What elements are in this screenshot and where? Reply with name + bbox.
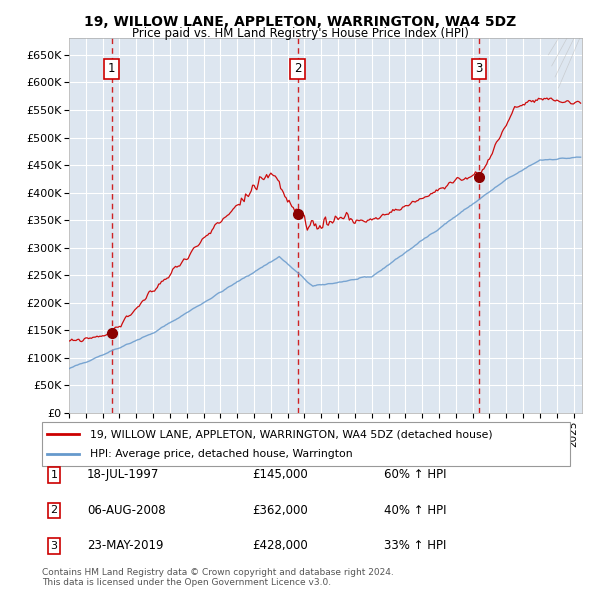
Text: 19, WILLOW LANE, APPLETON, WARRINGTON, WA4 5DZ (detached house): 19, WILLOW LANE, APPLETON, WARRINGTON, W… bbox=[89, 430, 492, 439]
Text: 1: 1 bbox=[50, 470, 58, 480]
Text: HPI: Average price, detached house, Warrington: HPI: Average price, detached house, Warr… bbox=[89, 449, 352, 458]
Text: Price paid vs. HM Land Registry's House Price Index (HPI): Price paid vs. HM Land Registry's House … bbox=[131, 27, 469, 40]
Text: £362,000: £362,000 bbox=[252, 504, 308, 517]
Text: 23-MAY-2019: 23-MAY-2019 bbox=[87, 539, 163, 552]
Text: 3: 3 bbox=[50, 541, 58, 550]
Text: 06-AUG-2008: 06-AUG-2008 bbox=[87, 504, 166, 517]
Text: 3: 3 bbox=[476, 62, 483, 75]
Text: £428,000: £428,000 bbox=[252, 539, 308, 552]
Text: 40% ↑ HPI: 40% ↑ HPI bbox=[384, 504, 446, 517]
Text: 1: 1 bbox=[108, 62, 115, 75]
Text: This data is licensed under the Open Government Licence v3.0.: This data is licensed under the Open Gov… bbox=[42, 578, 331, 588]
Text: 2: 2 bbox=[50, 506, 58, 515]
Text: 60% ↑ HPI: 60% ↑ HPI bbox=[384, 468, 446, 481]
Text: 2: 2 bbox=[294, 62, 301, 75]
FancyBboxPatch shape bbox=[42, 422, 570, 466]
Text: £145,000: £145,000 bbox=[252, 468, 308, 481]
Text: 19, WILLOW LANE, APPLETON, WARRINGTON, WA4 5DZ: 19, WILLOW LANE, APPLETON, WARRINGTON, W… bbox=[84, 15, 516, 29]
Text: Contains HM Land Registry data © Crown copyright and database right 2024.: Contains HM Land Registry data © Crown c… bbox=[42, 568, 394, 577]
Text: 18-JUL-1997: 18-JUL-1997 bbox=[87, 468, 160, 481]
Text: 33% ↑ HPI: 33% ↑ HPI bbox=[384, 539, 446, 552]
